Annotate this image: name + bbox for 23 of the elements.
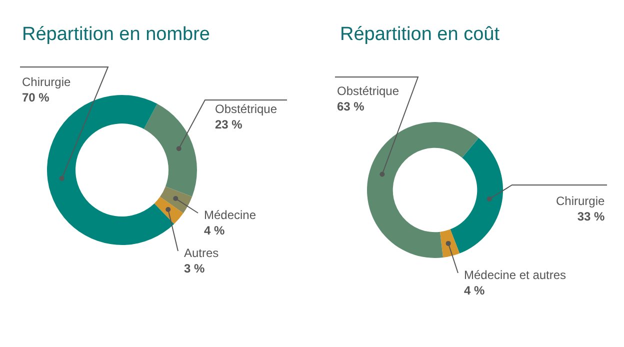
donut-slice xyxy=(367,122,479,258)
donut-slice xyxy=(144,104,197,197)
data-label: 3 % xyxy=(184,262,206,276)
donut-slice xyxy=(47,95,174,245)
donut-slice xyxy=(160,186,192,214)
slice-label: Chirurgie xyxy=(22,75,72,89)
data-label: 63 % xyxy=(337,100,365,114)
slice-label: Médecine xyxy=(204,208,256,222)
slice-label: Autres xyxy=(184,246,219,260)
donut-slice xyxy=(154,196,184,224)
chart-title: Répartition en nombre xyxy=(22,24,210,45)
donut-slice xyxy=(450,138,503,254)
data-label: 70 % xyxy=(22,90,50,105)
data-label: 33 % xyxy=(577,210,606,224)
slice-label: Médecine et autres xyxy=(464,268,566,282)
slice-label: Obstétrique xyxy=(215,102,278,116)
data-label: 4 % xyxy=(464,284,486,298)
slice-label: Obstétrique xyxy=(337,84,400,98)
data-label: 4 % xyxy=(204,224,226,238)
donut-slice xyxy=(440,229,460,258)
slice-label: Chirurgie xyxy=(556,194,606,208)
chart-title: Répartition en coût xyxy=(340,24,500,45)
data-label: 23 % xyxy=(215,118,243,132)
